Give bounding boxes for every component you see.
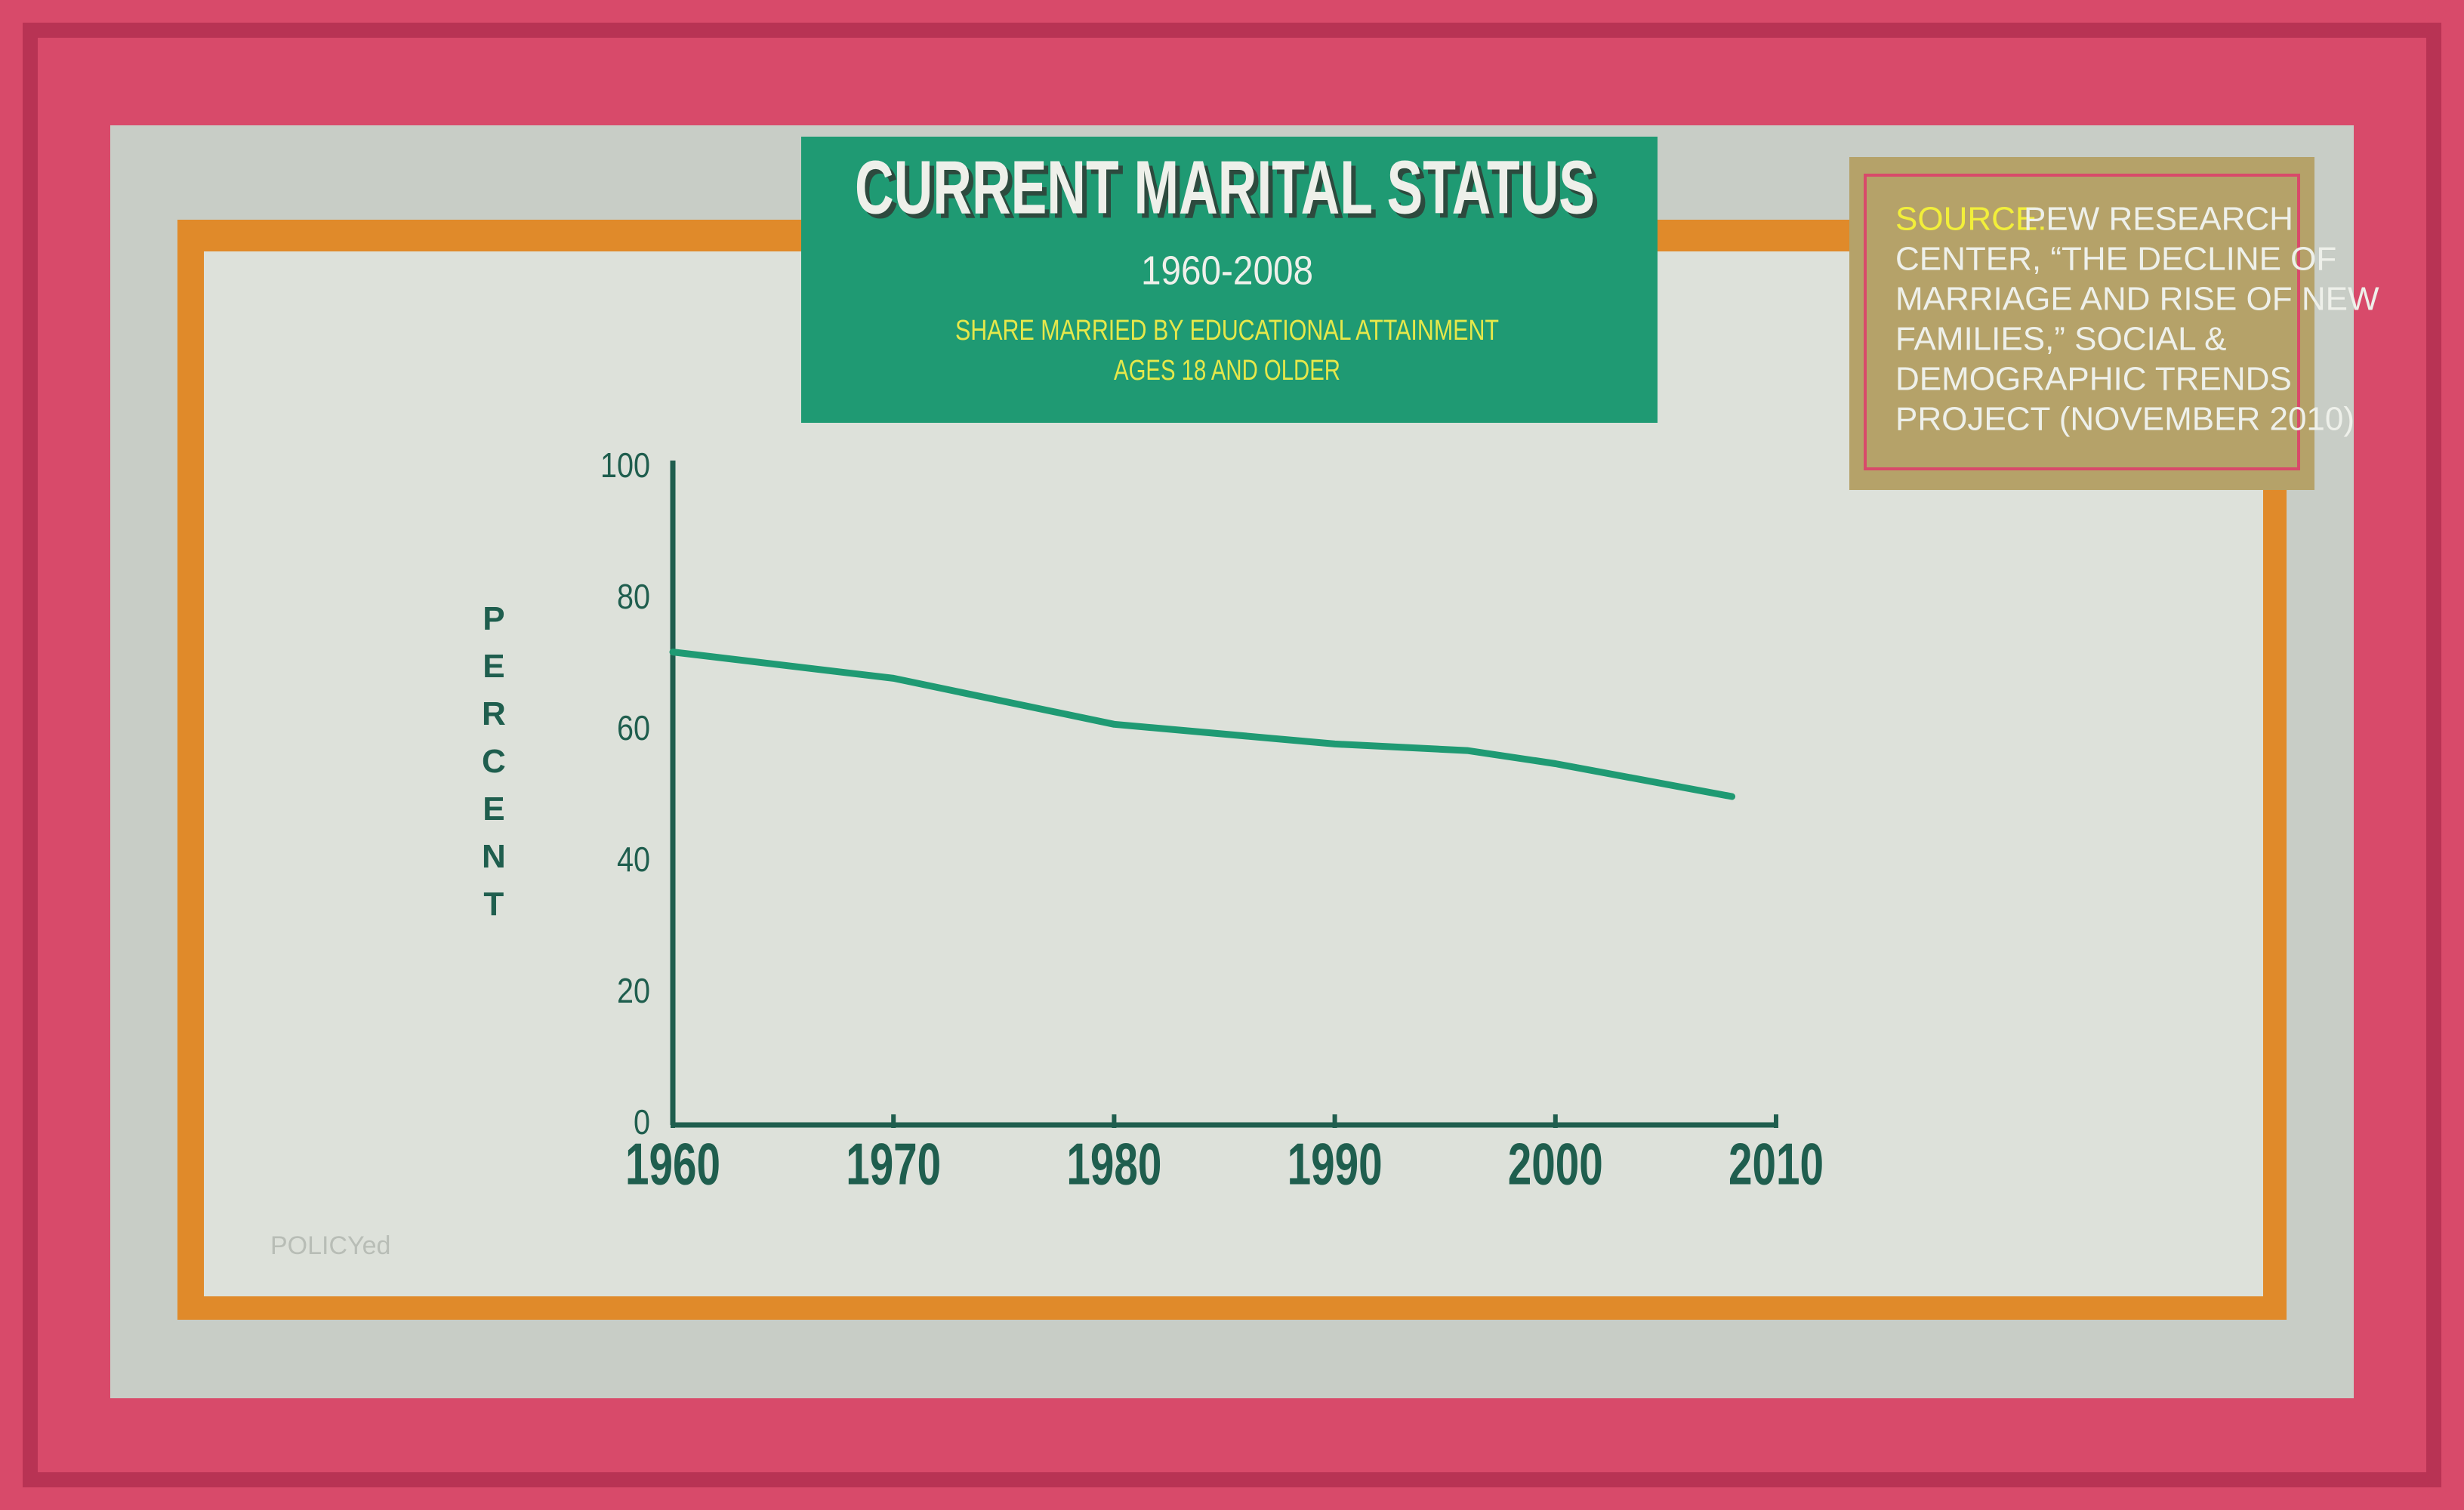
title-box [801,137,1658,423]
logo: POLICYed [270,1231,390,1260]
x-tick-label: 2010 [1729,1131,1824,1197]
source-line: MARRIAGE AND RISE OF NEW [1895,281,2379,318]
source-box-border [1864,174,2300,470]
source-line: PEW RESEARCH [2024,201,2293,238]
y-axis-label: PERCENT [475,600,512,933]
chart-title-shadow: CURRENT MARITAL STATUS [859,149,1599,234]
y-tick-label: 20 [617,971,650,1010]
chart-description: AGES 18 AND OLDER [1114,355,1340,387]
source-line: CENTER, “THE DECLINE OF [1895,241,2336,278]
chart-title: CURRENT MARITAL STATUS [855,145,1595,230]
x-tick-label: 1960 [625,1131,720,1197]
x-tick-label: 2000 [1508,1131,1603,1197]
x-tick-label: 1970 [846,1131,941,1197]
y-tick-label: 80 [617,577,650,616]
source-line: DEMOGRAPHIC TRENDS [1895,361,2292,398]
x-tick-label: 1980 [1066,1131,1161,1197]
source-line: PROJECT (NOVEMBER 2010) [1895,401,2355,438]
chart-subtitle: 1960-2008 [1141,248,1313,293]
y-tick-label: 0 [634,1102,650,1142]
chart-description: SHARE MARRIED BY EDUCATIONAL ATTAINMENT [955,315,1499,347]
source-box [1849,157,2314,490]
y-tick-label: 100 [600,445,650,485]
y-tick-label: 60 [617,708,650,747]
x-tick-label: 1990 [1288,1131,1383,1197]
y-tick-label: 40 [617,840,650,879]
source-label: SOURCE: [1895,201,2046,238]
source-line: FAMILIES,” SOCIAL & [1895,321,2227,358]
data-line [669,649,1736,800]
frame-inner-edge [23,23,2441,1487]
plot: 0 20 40 60 80 100 1960 1970 1980 1990 2000 2010 [600,445,1824,1197]
